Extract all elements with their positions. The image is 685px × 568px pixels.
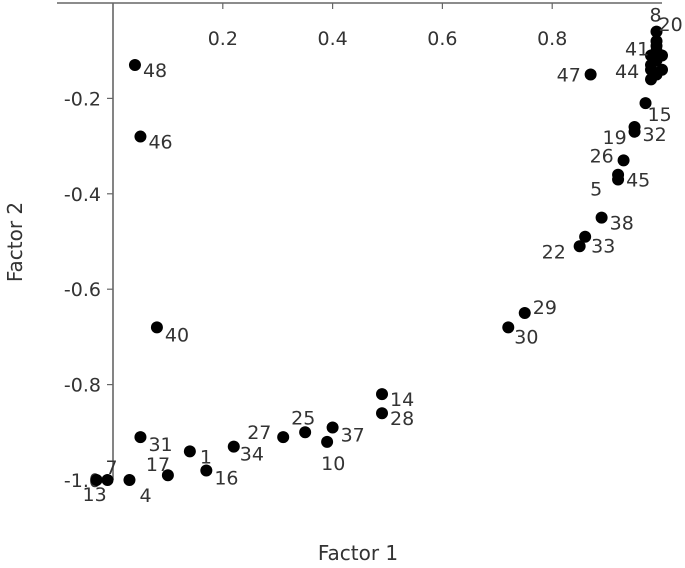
y-tick-label: -1.0 xyxy=(64,470,101,492)
data-point xyxy=(656,63,668,76)
data-point-25 xyxy=(299,426,312,439)
point-label-1: 1 xyxy=(200,446,212,468)
data-point-16 xyxy=(200,464,213,477)
point-label-45: 45 xyxy=(626,170,650,192)
point-label-17: 17 xyxy=(146,454,170,476)
data-point-14 xyxy=(376,388,389,401)
point-label-19: 19 xyxy=(603,127,627,149)
point-label-32: 32 xyxy=(643,124,667,146)
point-label-5: 5 xyxy=(590,178,602,200)
data-point-33 xyxy=(579,230,592,243)
x-axis-title: Factor 1 xyxy=(318,541,398,565)
data-point-32 xyxy=(628,121,641,134)
point-label-14: 14 xyxy=(390,389,414,411)
point-label-44: 44 xyxy=(615,61,639,83)
point-label-37: 37 xyxy=(341,425,365,447)
data-point-1 xyxy=(183,445,196,458)
y-tick-label: -0.6 xyxy=(64,279,101,301)
point-label-26: 26 xyxy=(590,145,614,167)
point-label-28: 28 xyxy=(390,408,414,430)
point-label-38: 38 xyxy=(610,213,634,235)
x-tick-label: 0.8 xyxy=(537,28,567,50)
data-point-44 xyxy=(645,63,658,76)
x-tick-label: 0.2 xyxy=(208,28,238,50)
data-point-22 xyxy=(573,240,586,253)
point-label-30: 30 xyxy=(514,326,538,348)
data-point-40 xyxy=(150,321,163,334)
y-tick-label: -0.4 xyxy=(64,184,101,206)
data-point-41 xyxy=(645,49,658,62)
point-label-13: 13 xyxy=(83,484,107,506)
data-point-45 xyxy=(612,168,625,181)
point-label-41: 41 xyxy=(625,38,649,60)
data-point-29 xyxy=(518,307,531,320)
data-point-31 xyxy=(134,431,147,444)
data-point-26 xyxy=(617,154,630,167)
point-label-46: 46 xyxy=(148,132,172,154)
point-label-34: 34 xyxy=(240,444,264,466)
point-label-33: 33 xyxy=(591,236,615,258)
point-label-15: 15 xyxy=(648,104,672,126)
point-label-31: 31 xyxy=(148,434,172,456)
data-point xyxy=(645,73,658,86)
y-tick-label: -0.8 xyxy=(64,375,101,397)
point-label-20: 20 xyxy=(659,14,683,36)
x-tick-label: 0.4 xyxy=(317,28,347,50)
point-label-25: 25 xyxy=(291,407,315,429)
x-tick-label: 0.6 xyxy=(427,28,457,50)
point-label-29: 29 xyxy=(533,297,557,319)
data-point-37 xyxy=(326,421,339,434)
point-label-7: 7 xyxy=(106,457,118,479)
data-point-46 xyxy=(134,130,147,143)
data-point-7 xyxy=(101,474,114,486)
data-point-34 xyxy=(227,440,240,453)
data-point-4 xyxy=(123,474,136,486)
data-point xyxy=(656,49,668,62)
y-axis-title: Factor 2 xyxy=(3,202,27,282)
data-point-10 xyxy=(321,435,334,448)
data-point-30 xyxy=(502,321,515,334)
point-label-10: 10 xyxy=(321,453,345,475)
point-label-22: 22 xyxy=(542,241,566,263)
point-label-40: 40 xyxy=(165,324,189,346)
point-label-4: 4 xyxy=(139,485,151,507)
point-label-47: 47 xyxy=(557,65,581,87)
data-point-8 xyxy=(650,25,663,38)
data-point-27 xyxy=(277,431,290,444)
data-point-38 xyxy=(595,211,608,224)
point-label-48: 48 xyxy=(143,60,167,82)
data-point-20 xyxy=(650,35,663,48)
data-point-47 xyxy=(584,68,597,81)
point-label-16: 16 xyxy=(214,467,238,489)
data-point-17 xyxy=(161,469,174,482)
data-point-13 xyxy=(90,474,103,486)
point-label-8: 8 xyxy=(650,5,662,27)
point-label-27: 27 xyxy=(247,422,271,444)
y-tick-label: -0.2 xyxy=(64,88,101,110)
data-point-15 xyxy=(639,97,652,110)
data-point-48 xyxy=(128,59,141,72)
data-point-28 xyxy=(376,407,389,420)
